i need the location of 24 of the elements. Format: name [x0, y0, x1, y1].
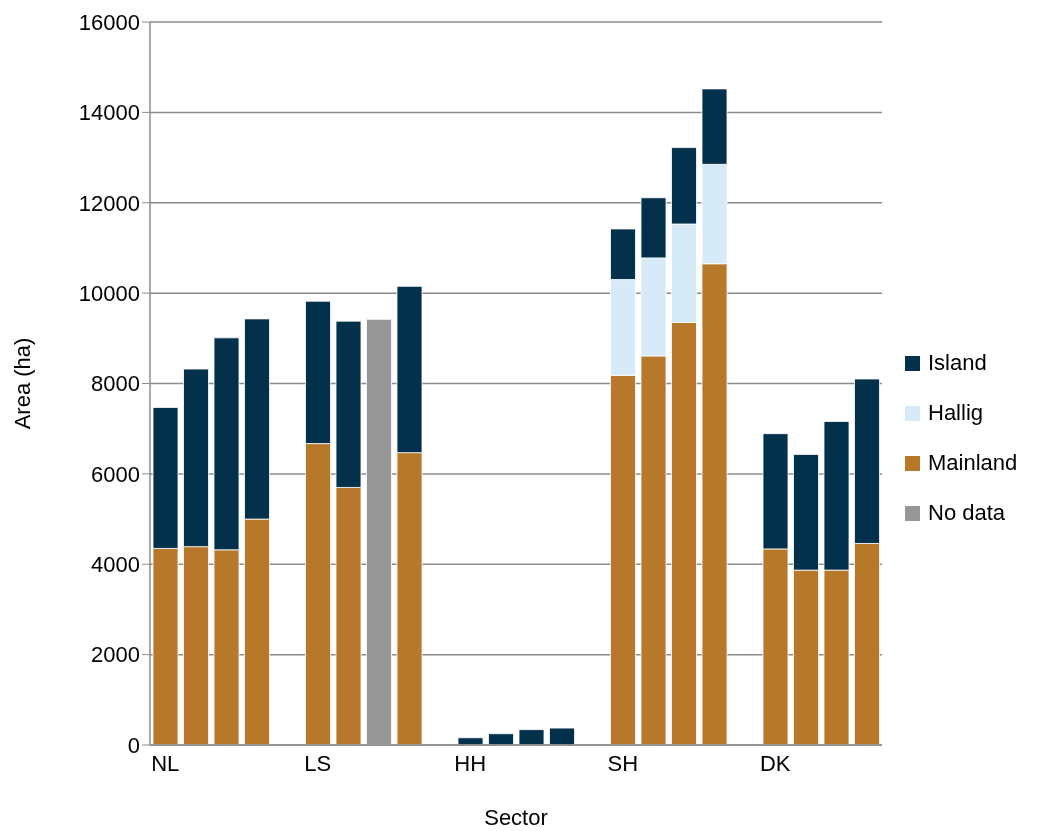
- bar: [488, 733, 514, 745]
- bar: [518, 729, 545, 745]
- y-tick-label: 8000: [91, 371, 140, 397]
- legend-label: No data: [928, 500, 1006, 526]
- y-tick-label: 14000: [78, 100, 140, 126]
- x-tick-label: LS: [304, 750, 332, 776]
- y-tick-label: 12000: [78, 190, 140, 216]
- x-axis-title: Sector: [484, 805, 548, 830]
- x-tick-label: HH: [454, 750, 487, 776]
- y-axis-title: Area (ha): [9, 337, 35, 430]
- y-tick-label: 6000: [91, 461, 140, 487]
- bar: [549, 727, 575, 745]
- y-tick-label: 0: [127, 732, 140, 758]
- y-tick-label: 10000: [78, 280, 140, 306]
- x-tick-label: SH: [607, 750, 639, 776]
- y-tick-label: 4000: [91, 552, 140, 578]
- y-tick-label: 16000: [78, 9, 140, 35]
- x-tick-label: NL: [151, 750, 180, 776]
- bar: [457, 737, 484, 745]
- legend-label: Island: [928, 350, 987, 376]
- legend-label: Hallig: [928, 400, 984, 426]
- legend-label: Mainland: [928, 450, 1018, 476]
- y-tick-label: 2000: [91, 642, 140, 668]
- x-tick-label: DK: [759, 750, 791, 776]
